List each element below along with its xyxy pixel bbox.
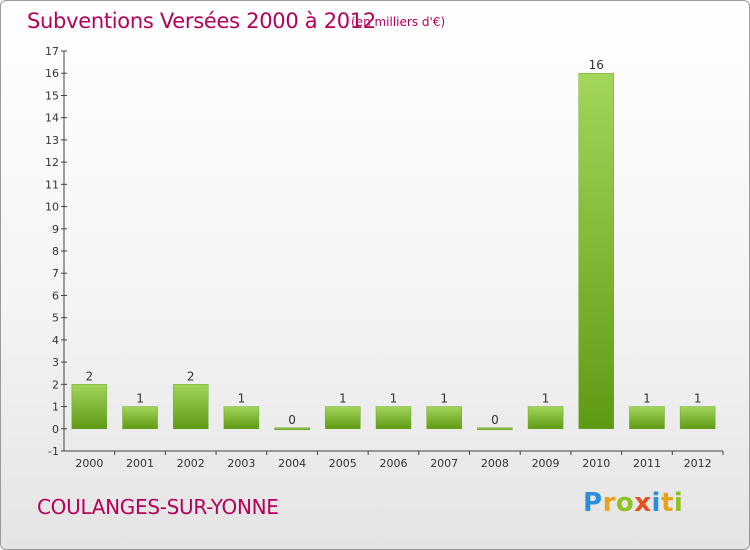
bar-2012 <box>679 406 716 430</box>
proxiti-logo: Proxiti <box>583 488 683 518</box>
y-tick-label: 3 <box>52 356 59 369</box>
bar-2005 <box>325 406 361 430</box>
data-label-2010: 16 <box>589 58 604 72</box>
x-tick-label: 2005 <box>329 457 357 470</box>
y-tick-label: 13 <box>45 134 59 147</box>
x-tick-label: 2008 <box>481 457 509 470</box>
bar-2008 <box>477 427 513 431</box>
bar-2004 <box>274 427 310 431</box>
data-label-2012: 1 <box>694 392 702 406</box>
x-tick-label: 2010 <box>582 457 610 470</box>
logo-letter: P <box>583 488 603 518</box>
data-label-2011: 1 <box>643 392 651 406</box>
bar-2001 <box>122 406 158 430</box>
y-tick-label: 4 <box>52 334 59 347</box>
y-tick-label: 0 <box>52 423 59 436</box>
y-tick-label: 6 <box>52 289 59 302</box>
x-tick-label: 2007 <box>430 457 458 470</box>
logo-letter: x <box>634 488 652 518</box>
y-tick-label: -1 <box>48 445 59 458</box>
y-tick-label: 9 <box>52 223 59 236</box>
bar-2009 <box>527 406 564 430</box>
y-tick-label: 1 <box>52 401 59 414</box>
x-tick-label: 2009 <box>532 457 560 470</box>
data-label-2002: 2 <box>187 369 195 383</box>
data-label-2006: 1 <box>390 392 398 406</box>
logo-letter: i <box>651 488 661 518</box>
x-tick-label: 2006 <box>380 457 408 470</box>
data-label-2003: 1 <box>238 392 246 406</box>
bar-2011 <box>629 406 665 430</box>
y-tick-label: 16 <box>45 67 59 80</box>
data-label-2001: 1 <box>136 392 144 406</box>
x-tick-label: 2004 <box>278 457 306 470</box>
data-label-2007: 1 <box>440 392 448 406</box>
commune-name: COULANGES-SUR-YONNE <box>37 495 279 519</box>
bar-2002 <box>172 384 209 430</box>
x-tick-label: 2002 <box>177 457 205 470</box>
y-tick-label: 15 <box>45 89 59 102</box>
x-tick-label: 2003 <box>227 457 255 470</box>
logo-letter: i <box>673 488 684 518</box>
logo-letter: r <box>602 488 616 518</box>
bar-2003 <box>223 406 260 430</box>
data-label-2009: 1 <box>542 392 550 406</box>
y-tick-label: 14 <box>45 112 59 125</box>
logo-letter: t <box>660 488 674 518</box>
chart-title: Subventions Versées 2000 à 2012 <box>27 9 376 33</box>
bar-2007 <box>426 406 462 430</box>
x-tick-label: 2000 <box>75 457 103 470</box>
data-label-2008: 0 <box>491 413 499 427</box>
y-tick-label: 2 <box>52 378 59 391</box>
bar-2000 <box>71 384 108 430</box>
data-label-2000: 2 <box>86 369 94 383</box>
logo-letter: o <box>615 488 635 518</box>
data-label-2004: 0 <box>288 413 296 427</box>
x-tick-label: 2012 <box>684 457 712 470</box>
x-tick-label: 2011 <box>633 457 661 470</box>
y-tick-label: 12 <box>45 156 59 169</box>
y-tick-label: 7 <box>52 267 59 280</box>
y-tick-label: 10 <box>45 201 59 214</box>
chart-subtitle: (en milliers d'€) <box>351 15 446 29</box>
data-label-2005: 1 <box>339 392 347 406</box>
bar-2010 <box>578 72 615 430</box>
y-tick-label: 17 <box>45 45 59 58</box>
x-tick-label: 2001 <box>126 457 154 470</box>
y-tick-label: 5 <box>52 312 59 325</box>
y-tick-label: 8 <box>52 245 59 258</box>
bar-2006 <box>375 406 412 430</box>
y-tick-label: 11 <box>45 178 59 191</box>
